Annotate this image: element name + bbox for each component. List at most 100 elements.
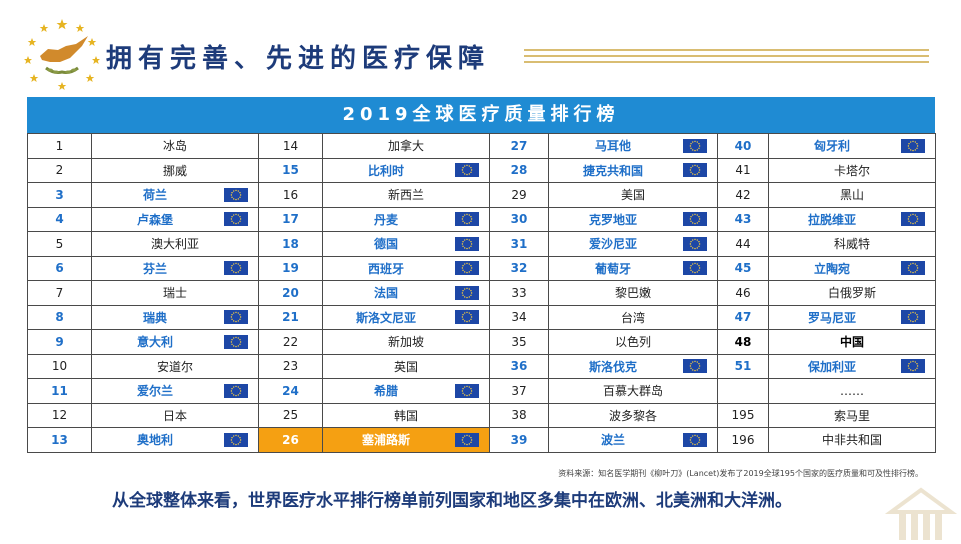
rank-cell: 42 [717,182,769,208]
rank-cell: 196 [717,427,769,453]
country-cell: 百慕大群岛 [548,378,718,404]
rank-cell: 35 [489,329,549,355]
eu-flag-icon [901,212,925,227]
country-cell: 波多黎各 [548,402,718,428]
rank-cell: 41 [717,157,769,183]
rank-cell: 43 [717,206,769,232]
eu-flag-icon [224,334,248,349]
rank-cell: 45 [717,255,769,281]
country-cell: 马耳他 [548,133,718,159]
table-row: 6 芬兰 19 西班牙 32 葡萄牙 45 立陶宛 [27,255,936,281]
country-cell: 克罗地亚 [548,206,718,232]
table-row: 12 日本 25 韩国 38 波多黎各 195 索马里 [27,402,936,428]
country-cell: 科威特 [768,231,936,257]
country-cell: 中国 [768,329,936,355]
rank-cell: 15 [258,157,323,183]
country-cell: 瑞士 [91,280,259,306]
rank-cell: 6 [27,255,92,281]
country-cell: 索马里 [768,402,936,428]
rank-cell [717,378,769,404]
country-cell: 韩国 [322,402,490,428]
country-cell: 卡塔尔 [768,157,936,183]
rank-cell: 33 [489,280,549,306]
country-cell: 安道尔 [91,353,259,379]
eu-flag-icon [455,212,479,227]
country-cell: 日本 [91,402,259,428]
country-cell: 挪威 [91,157,259,183]
table-row: 5 澳大利亚 18 德国 31 爱沙尼亚 44 科威特 [27,231,936,257]
country-cell: 新加坡 [322,329,490,355]
country-cell: 爱尔兰 [91,378,259,404]
table-row: 2 挪威 15 比利时 28 捷克共和国 41 卡塔尔 [27,157,936,183]
rank-cell: 28 [489,157,549,183]
rank-cell: 14 [258,133,323,159]
rank-cell: 7 [27,280,92,306]
country-cell: 捷克共和国 [548,157,718,183]
country-cell: 黑山 [768,182,936,208]
country-cell: 波兰 [548,427,718,453]
country-cell: 台湾 [548,304,718,330]
country-cell: 匈牙利 [768,133,936,159]
source-note: 资料来源：知名医学期刊《柳叶刀》(Lancet)发布了2019全球195个国家的… [558,469,923,478]
rank-cell: 12 [27,402,92,428]
eu-flag-icon [901,261,925,276]
rank-cell: 21 [258,304,323,330]
country-cell: 加拿大 [322,133,490,159]
page-title: 拥有完善、先进的医疗保障 [106,44,491,74]
rank-cell: 195 [717,402,769,428]
table-row: 7 瑞士 20 法国 33 黎巴嫩 46 白俄罗斯 [27,280,936,306]
rank-cell: 47 [717,304,769,330]
eu-flag-icon [683,359,707,374]
table-row: 9 意大利 22 新加坡 35 以色列 48 中国 [27,329,936,355]
eu-flag-icon [683,432,707,447]
rank-cell: 8 [27,304,92,330]
rank-cell: 48 [717,329,769,355]
rank-cell: 2 [27,157,92,183]
eu-flag-icon [224,310,248,325]
eu-flag-icon [455,310,479,325]
table-row: 13 奥地利 26 塞浦路斯 39 波兰 196 中非共和国 [27,427,936,453]
ranking-grid: 1 冰岛 14 加拿大 27 马耳他 40 匈牙利 2 挪威 15 比利时 28 捷克共和国 41 卡塔尔 3 荷… [27,133,936,453]
eu-flag-icon [455,261,479,276]
rank-cell: 40 [717,133,769,159]
rank-cell: 24 [258,378,323,404]
rank-cell: 4 [27,206,92,232]
country-cell: 荷兰 [91,182,259,208]
rank-cell: 38 [489,402,549,428]
eu-flag-icon [683,138,707,153]
table-title: 2019全球医疗质量排行榜 [27,97,935,133]
eu-flag-icon [224,187,248,202]
rank-cell: 46 [717,280,769,306]
rank-cell: 37 [489,378,549,404]
country-cell: 瑞典 [91,304,259,330]
country-cell: 比利时 [322,157,490,183]
rank-cell: 34 [489,304,549,330]
rank-cell: 25 [258,402,323,428]
eu-flag-icon [901,310,925,325]
country-cell: 拉脱维亚 [768,206,936,232]
building-pillar-icon [881,482,961,544]
country-cell: 冰岛 [91,133,259,159]
country-cell: 卢森堡 [91,206,259,232]
country-cell: 白俄罗斯 [768,280,936,306]
rank-cell: 3 [27,182,92,208]
rank-cell: 22 [258,329,323,355]
table-row: 8 瑞典 21 斯洛文尼亚 34 台湾 47 罗马尼亚 [27,304,936,330]
rank-cell: 11 [27,378,92,404]
country-cell: 英国 [322,353,490,379]
summary-text: 从全球整体来看，世界医疗水平排行榜单前列国家和地区多集中在欧洲、北美洲和大洋洲。 [112,491,792,511]
rank-cell: 19 [258,255,323,281]
eu-flag-icon [683,261,707,276]
rank-cell: 32 [489,255,549,281]
table-row: 3 荷兰 16 新西兰 29 美国 42 黑山 [27,182,936,208]
cyprus-emblem-icon [24,16,100,92]
country-cell: 法国 [322,280,490,306]
eu-flag-icon [224,432,248,447]
rank-cell: 17 [258,206,323,232]
eu-flag-icon [224,383,248,398]
eu-flag-icon [455,383,479,398]
eu-flag-icon [683,163,707,178]
country-cell: 丹麦 [322,206,490,232]
country-cell: …… [768,378,936,404]
rank-cell: 27 [489,133,549,159]
